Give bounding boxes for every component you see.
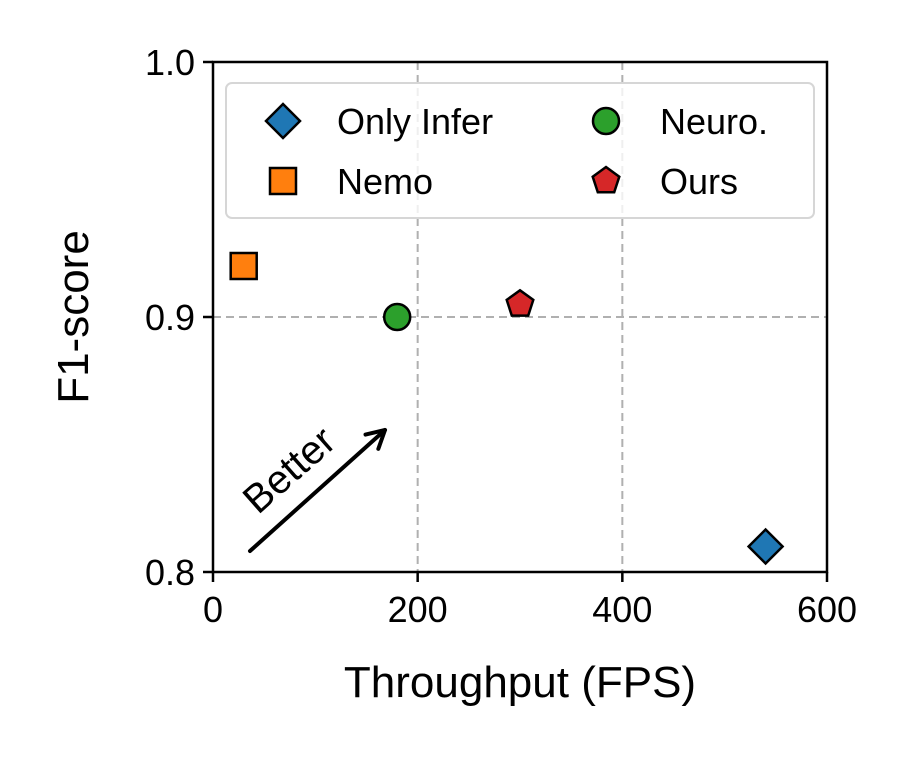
legend-label: Neuro. xyxy=(660,101,768,142)
better-arrow-head xyxy=(363,428,387,451)
legend-label: Ours xyxy=(660,161,738,202)
y-tick-label: 0.9 xyxy=(145,297,195,338)
data-points xyxy=(229,251,785,566)
legend-box xyxy=(225,82,815,219)
legend-marker-neuro xyxy=(591,106,621,136)
legend-marker-ours xyxy=(591,165,621,194)
legend-label: Nemo xyxy=(337,161,433,202)
x-tick-label: 200 xyxy=(388,589,448,630)
data-point-ours xyxy=(505,288,535,317)
x-tick-label: 0 xyxy=(203,589,223,630)
legend: Only Infer Nemo Neuro. Ours xyxy=(225,82,815,219)
legend-marker-only-infer xyxy=(264,102,302,140)
axis-ticks: 0 200 400 600 0.8 0.9 1.0 xyxy=(145,42,857,630)
y-axis-title: F1-score xyxy=(49,230,98,404)
y-tick-label: 0.8 xyxy=(145,552,195,593)
better-annotation: Better xyxy=(235,418,387,553)
legend-label: Only Infer xyxy=(337,101,493,142)
x-tick-label: 600 xyxy=(797,589,857,630)
better-arrow xyxy=(248,428,387,553)
legend-marker-nemo xyxy=(268,166,298,196)
data-point-only-infer xyxy=(746,527,785,566)
x-axis-title: Throughput (FPS) xyxy=(344,658,696,707)
data-point-neuro xyxy=(382,302,412,332)
x-tick-label: 400 xyxy=(592,589,652,630)
data-point-nemo xyxy=(229,251,258,281)
better-label: Better xyxy=(235,418,344,522)
y-tick-label: 1.0 xyxy=(145,42,195,83)
